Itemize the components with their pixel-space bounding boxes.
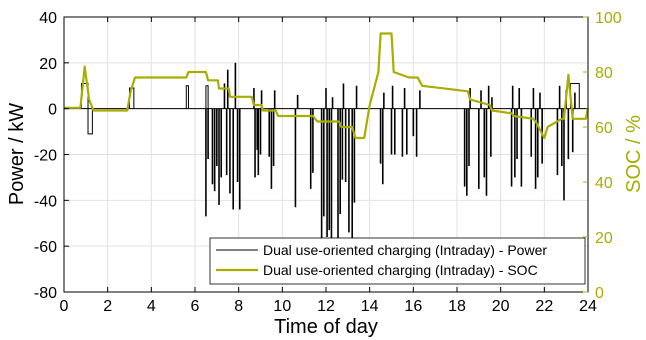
y-right-tick-label: 0 xyxy=(595,285,604,302)
soc-line xyxy=(64,32,590,140)
x-tick-label: 18 xyxy=(448,298,466,315)
power-pulse xyxy=(87,108,93,135)
ticks: 0 2 4 6 8 10 12 14 16 18 20 22 24-80-60-40-200204002… xyxy=(34,10,622,315)
soc-series-layer xyxy=(64,32,590,140)
power-pulse xyxy=(205,85,209,109)
x-tick-label: 0 xyxy=(60,298,69,315)
legend-power-label: Dual use-oriented charging (Intraday) - … xyxy=(263,242,547,258)
legend-soc-label: Dual use-oriented charging (Intraday) - … xyxy=(263,262,538,278)
x-tick-label: 20 xyxy=(492,298,510,315)
legend-box xyxy=(209,237,586,285)
power-pulse xyxy=(185,85,189,109)
y-right-axis-title: SOC / % xyxy=(623,115,645,193)
y-left-tick-label: 20 xyxy=(39,56,57,73)
y-left-tick-label: -40 xyxy=(34,193,57,210)
y-right-tick-label: 100 xyxy=(595,10,622,27)
legend: Dual use-oriented charging (Intraday) - … xyxy=(209,237,586,285)
y-left-axis-title: Power / kW xyxy=(6,103,28,205)
y-right-tick-label: 40 xyxy=(595,175,613,192)
y-left-tick-label: -20 xyxy=(34,148,57,165)
x-tick-label: 16 xyxy=(404,298,422,315)
x-tick-label: 22 xyxy=(535,298,553,315)
y-left-tick-label: 0 xyxy=(48,102,57,119)
y-right-tick-label: 20 xyxy=(595,230,613,247)
x-tick-label: 10 xyxy=(273,298,291,315)
y-left-tick-label: -80 xyxy=(34,285,57,302)
x-tick-label: 12 xyxy=(317,298,335,315)
x-tick-label: 8 xyxy=(234,298,243,315)
y-right-tick-label: 60 xyxy=(595,120,613,137)
power-series-layer xyxy=(64,62,588,270)
x-tick-label: 24 xyxy=(579,298,597,315)
y-left-tick-label: -60 xyxy=(34,239,57,256)
y-left-tick-label: 40 xyxy=(39,10,57,27)
x-tick-label: 4 xyxy=(147,298,156,315)
y-right-tick-label: 80 xyxy=(595,65,613,82)
x-axis-title: Time of day xyxy=(274,316,378,338)
x-tick-label: 14 xyxy=(361,298,379,315)
x-tick-label: 6 xyxy=(191,298,200,315)
x-tick-label: 2 xyxy=(103,298,112,315)
